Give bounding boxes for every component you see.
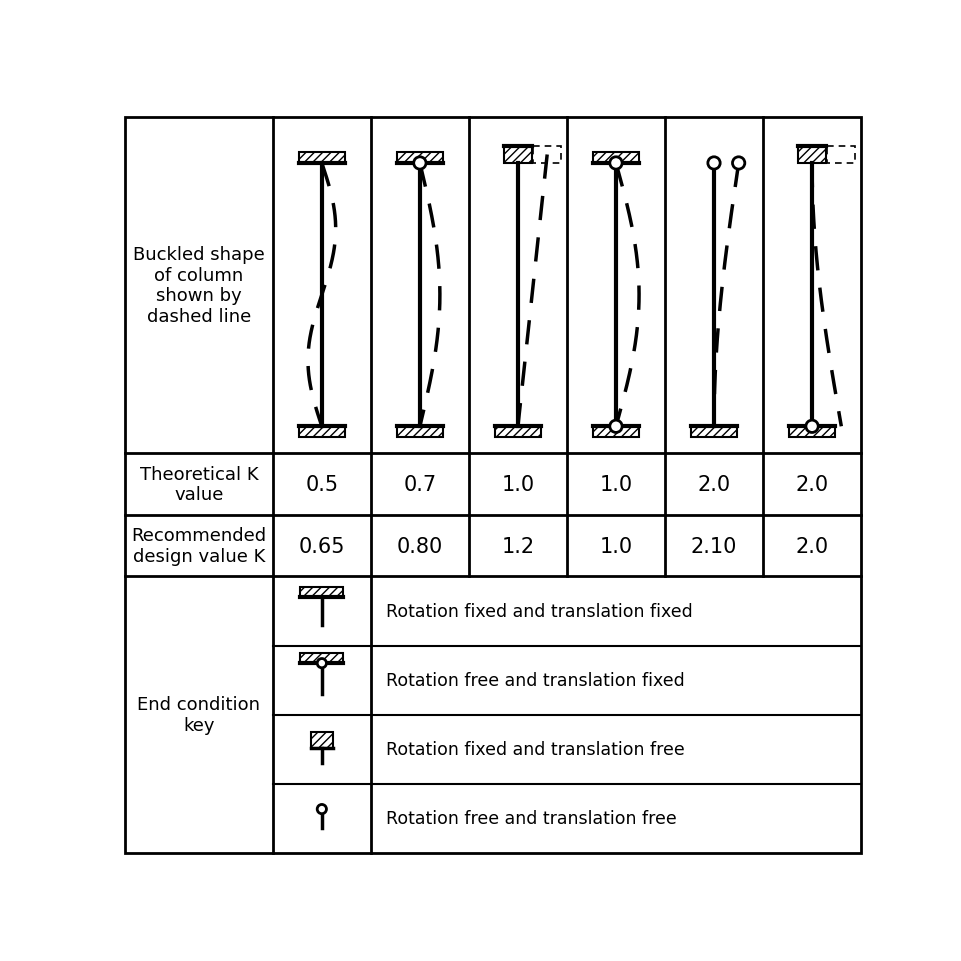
Bar: [788, 427, 834, 437]
Bar: [504, 147, 531, 163]
Text: Rotation fixed and translation free: Rotation fixed and translation free: [386, 740, 684, 758]
Text: 1.2: 1.2: [501, 536, 534, 556]
Circle shape: [731, 158, 744, 170]
Bar: [592, 427, 638, 437]
Text: 0.65: 0.65: [298, 536, 345, 556]
Text: 1.0: 1.0: [599, 536, 632, 556]
Bar: [532, 147, 560, 163]
Bar: [300, 587, 343, 598]
Text: Buckled shape
of column
shown by
dashed line: Buckled shape of column shown by dashed …: [133, 246, 264, 326]
Text: 1.0: 1.0: [599, 475, 632, 495]
Bar: [299, 427, 345, 437]
Bar: [310, 732, 333, 748]
Circle shape: [609, 158, 622, 170]
Text: Rotation free and translation fixed: Rotation free and translation fixed: [386, 672, 684, 689]
Text: 0.80: 0.80: [396, 536, 442, 556]
Text: 2.10: 2.10: [690, 536, 736, 556]
Bar: [396, 427, 442, 437]
Text: 2.0: 2.0: [795, 536, 827, 556]
Bar: [299, 153, 345, 163]
Text: 2.0: 2.0: [697, 475, 729, 495]
Bar: [300, 653, 343, 663]
Text: Recommended
design value K: Recommended design value K: [132, 527, 266, 565]
Circle shape: [413, 158, 426, 170]
Bar: [494, 427, 540, 437]
Text: Theoretical K
value: Theoretical K value: [139, 465, 258, 504]
Bar: [798, 147, 825, 163]
Circle shape: [707, 158, 720, 170]
Text: Rotation free and translation free: Rotation free and translation free: [386, 809, 677, 827]
Text: 0.7: 0.7: [403, 475, 436, 495]
Text: 2.0: 2.0: [795, 475, 827, 495]
Bar: [396, 153, 442, 163]
Bar: [690, 427, 736, 437]
Bar: [826, 147, 854, 163]
Circle shape: [317, 659, 326, 668]
Circle shape: [805, 421, 818, 433]
Circle shape: [317, 804, 326, 814]
Text: Rotation fixed and translation fixed: Rotation fixed and translation fixed: [386, 603, 692, 621]
Text: 0.5: 0.5: [305, 475, 338, 495]
Text: End condition
key: End condition key: [137, 696, 260, 734]
Bar: [592, 153, 638, 163]
Circle shape: [609, 421, 622, 433]
Text: 1.0: 1.0: [501, 475, 534, 495]
